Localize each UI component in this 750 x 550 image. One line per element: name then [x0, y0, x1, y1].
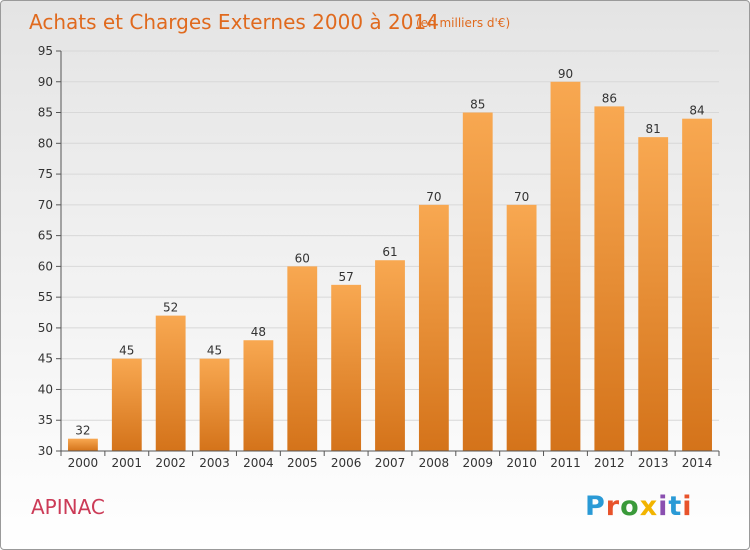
bar	[199, 358, 230, 451]
x-tick-label: 2002	[155, 456, 186, 470]
chart-title: Achats et Charges Externes 2000 à 2014	[29, 10, 439, 34]
bar-value-label: 70	[514, 190, 529, 204]
y-tick-label: 75	[38, 167, 53, 181]
y-tick-label: 65	[38, 229, 53, 243]
logo-letter: o	[620, 491, 640, 522]
bar	[68, 438, 98, 451]
bar-value-label: 85	[470, 98, 485, 112]
bar	[111, 358, 142, 451]
x-tick-label: 2006	[331, 456, 362, 470]
bar	[287, 266, 318, 451]
bar-value-label: 48	[251, 325, 266, 339]
y-tick-label: 85	[38, 106, 53, 120]
x-tick-label: 2000	[68, 456, 99, 470]
x-tick-label: 2013	[638, 456, 669, 470]
x-tick-label: 2014	[682, 456, 713, 470]
axes: 30 35 40 45 50 55 60 65 70 75 80 85 90 95 2000 2001 2002…	[38, 44, 720, 470]
logo-letter: P	[585, 491, 606, 522]
bar	[550, 81, 581, 452]
x-tick-label: 2008	[419, 456, 450, 470]
bar	[594, 106, 625, 451]
proxiti-logo[interactable]: Proxiti	[585, 491, 693, 522]
bar-value-label: 81	[646, 122, 661, 136]
bar	[506, 204, 537, 451]
bar	[638, 137, 669, 451]
logo-letter: t	[668, 491, 683, 522]
bar-value-label: 45	[207, 344, 222, 358]
y-tick-label: 70	[38, 198, 53, 212]
bar	[375, 260, 405, 451]
bar-value-label: 57	[338, 270, 353, 284]
x-tick-label: 2003	[199, 456, 230, 470]
logo-letter: i	[682, 491, 693, 522]
bar-value-label: 52	[163, 301, 178, 315]
bar-value-label: 70	[426, 190, 441, 204]
bar-value-label: 32	[75, 424, 90, 438]
x-tick-label: 2001	[112, 456, 143, 470]
x-tick-label: 2007	[375, 456, 406, 470]
bar	[155, 315, 186, 451]
y-tick-label: 30	[38, 444, 53, 458]
logo-letter: r	[605, 491, 621, 522]
bar-value-label: 60	[295, 251, 310, 265]
bar-value-label: 90	[558, 67, 573, 81]
y-tick-label: 60	[38, 259, 53, 273]
bar-value-label: 84	[689, 104, 704, 118]
chart-subtitle: (en milliers d'€)	[416, 16, 510, 30]
x-tick-label: 2010	[506, 456, 537, 470]
bar	[331, 284, 362, 451]
bar-value-label: 61	[382, 245, 397, 259]
x-tick-label: 2004	[243, 456, 274, 470]
x-tick-label: 2011	[550, 456, 581, 470]
y-tick-label: 80	[38, 136, 53, 150]
bar	[682, 118, 712, 451]
bar	[418, 204, 449, 451]
y-tick-label: 50	[38, 321, 53, 335]
y-tick-label: 55	[38, 290, 53, 304]
x-tick-label: 2009	[462, 456, 493, 470]
y-tick-label: 95	[38, 44, 53, 58]
x-tick-label: 2012	[594, 456, 625, 470]
bars: 32 45 52 45 48 60 57 61 70 85 70 90 86 81 84	[68, 67, 712, 452]
bar	[243, 340, 274, 451]
logo-letter: x	[639, 491, 659, 522]
y-tick-label: 35	[38, 413, 53, 427]
x-tick-label: 2005	[287, 456, 318, 470]
y-tick-label: 45	[38, 352, 53, 366]
y-tick-label: 40	[38, 382, 53, 396]
y-tick-label: 90	[38, 75, 53, 89]
commune-name: APINAC	[31, 495, 105, 519]
bar	[462, 112, 493, 452]
logo-letter: i	[658, 491, 669, 522]
bar-value-label: 86	[602, 91, 617, 105]
bar-value-label: 45	[119, 344, 134, 358]
